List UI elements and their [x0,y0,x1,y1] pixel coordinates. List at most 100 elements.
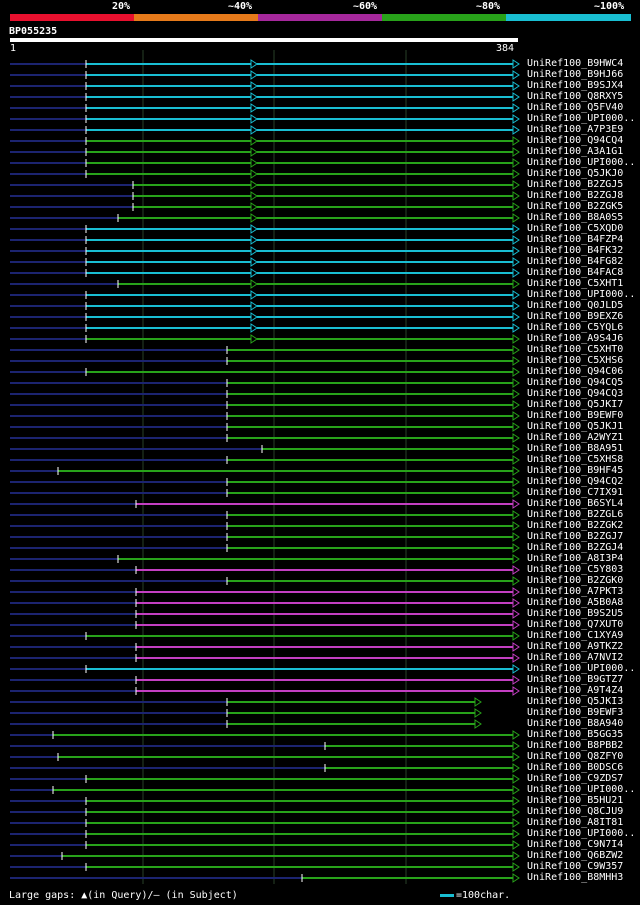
hit-label[interactable]: UniRef100_UPI000.. [527,289,636,300]
hit-label[interactable]: UniRef100_Q8RXY5 [527,91,624,102]
hit-label[interactable]: UniRef100_B9SJX4 [527,80,624,91]
hit-label[interactable]: UniRef100_C5Y803 [527,564,624,575]
hit-label[interactable]: UniRef100_B8PBB2 [527,740,624,751]
hit-label[interactable]: UniRef100_B2ZGK5 [527,201,624,212]
hit-label[interactable]: UniRef100_Q94CQ3 [527,388,624,399]
hit-label[interactable]: UniRef100_A3A1G1 [527,146,624,157]
hit-label[interactable]: UniRef100_Q5JKI7 [527,399,624,410]
hit-label[interactable]: UniRef100_Q94CQ5 [527,377,624,388]
hit-label[interactable]: UniRef100_Q6BZW2 [527,850,624,861]
hit-end-arrow [512,686,520,696]
hit-label[interactable]: UniRef100_B0DSC6 [527,762,624,773]
hit-label[interactable]: UniRef100_Q94C06 [527,366,624,377]
hit-label[interactable]: UniRef100_C9N7I4 [527,839,624,850]
hit-label[interactable]: UniRef100_Q94CQ2 [527,476,624,487]
hit-label[interactable]: UniRef100_B2ZGJ4 [527,542,624,553]
hit-end-arrow [512,488,520,498]
hit-label[interactable]: UniRef100_B9HF45 [527,465,624,476]
hit-label[interactable]: UniRef100_B2ZGL6 [527,509,624,520]
hit-label[interactable]: UniRef100_C5XHS6 [527,355,624,366]
hit-label[interactable]: UniRef100_C1XYA9 [527,630,624,641]
hit-label[interactable]: UniRef100_C5YQL6 [527,322,624,333]
hit-end-arrow [512,730,520,740]
hit-label[interactable]: UniRef100_Q5JKJ1 [527,421,624,432]
hit-label[interactable]: UniRef100_B9EXZ6 [527,311,624,322]
hit-label[interactable]: UniRef100_B2ZGK2 [527,520,624,531]
hit-label[interactable]: UniRef100_B5HU21 [527,795,624,806]
hit-label[interactable]: UniRef100_B2ZGJ7 [527,531,624,542]
hit-label[interactable]: UniRef100_Q5JKJ0 [527,168,624,179]
hit-end-arrow [512,829,520,839]
hit-label[interactable]: UniRef100_C5XHS8 [527,454,624,465]
hit-end-arrow [512,741,520,751]
hit-label[interactable]: UniRef100_A7PKT3 [527,586,624,597]
hit-end-arrow [512,455,520,465]
hit-label[interactable]: UniRef100_A7NVI2 [527,652,624,663]
hit-label[interactable]: UniRef100_C5XHT1 [527,278,624,289]
hit-label[interactable]: UniRef100_A8IT81 [527,817,624,828]
hit-label[interactable]: UniRef100_A7P3E9 [527,124,624,135]
hit-end-arrow [474,708,482,718]
hit-label[interactable]: UniRef100_UPI000.. [527,784,636,795]
hit-label[interactable]: UniRef100_A9TKZ2 [527,641,624,652]
hit-label[interactable]: UniRef100_C7IX91 [527,487,624,498]
hit-label[interactable]: UniRef100_Q5FV40 [527,102,624,113]
hit-label[interactable]: UniRef100_B2ZGK0 [527,575,624,586]
hit-label[interactable]: UniRef100_A2WYZ1 [527,432,624,443]
hit-end-arrow [512,345,520,355]
hit-label[interactable]: UniRef100_Q94CQ4 [527,135,624,146]
hit-label[interactable]: UniRef100_Q8ZFY0 [527,751,624,762]
query-id: BP055235 [9,26,58,37]
hit-end-arrow [474,719,482,729]
hit-label[interactable]: UniRef100_Q5JKI3 [527,696,624,707]
hit-segment-arrow [250,268,258,278]
hit-label[interactable]: UniRef100_Q0JLD5 [527,300,624,311]
hit-segment-arrow [250,59,258,69]
legend-segment-20 [10,14,134,21]
hit-end-arrow [512,312,520,322]
hit-label[interactable]: UniRef100_B9HJ66 [527,69,624,80]
hit-label[interactable]: UniRef100_A9T4Z4 [527,685,624,696]
hit-label[interactable]: UniRef100_B4FG82 [527,256,624,267]
hit-label[interactable]: UniRef100_A9S4J6 [527,333,624,344]
legend-segment-40 [134,14,258,21]
hit-label[interactable]: UniRef100_C9ZDS7 [527,773,624,784]
hit-label[interactable]: UniRef100_B9EWF3 [527,707,624,718]
hit-label[interactable]: UniRef100_B2ZGJ5 [527,179,624,190]
hit-label[interactable]: UniRef100_B4FK32 [527,245,624,256]
hit-label[interactable]: UniRef100_A5B0A8 [527,597,624,608]
hit-end-arrow [512,378,520,388]
hit-label[interactable]: UniRef100_B6SYL4 [527,498,624,509]
hit-end-arrow [474,697,482,707]
hit-label[interactable]: UniRef100_C9W357 [527,861,624,872]
hit-label[interactable]: UniRef100_UPI000.. [527,663,636,674]
hit-segment-arrow [250,125,258,135]
hit-label[interactable]: UniRef100_B8MHH3 [527,872,624,883]
hit-label[interactable]: UniRef100_B4FZP4 [527,234,624,245]
hit-label[interactable]: UniRef100_UPI000.. [527,828,636,839]
hit-label[interactable]: UniRef100_A8I3P4 [527,553,624,564]
hit-label[interactable]: UniRef100_B8A0S5 [527,212,624,223]
hit-end-arrow [512,774,520,784]
hit-label[interactable]: UniRef100_C5XHT0 [527,344,624,355]
hit-label[interactable]: UniRef100_B8A940 [527,718,624,729]
hit-label[interactable]: UniRef100_B5GG35 [527,729,624,740]
hit-label[interactable]: UniRef100_Q8CJU9 [527,806,624,817]
hit-segment-arrow [250,334,258,344]
hit-label[interactable]: UniRef100_B8A951 [527,443,624,454]
hit-label[interactable]: UniRef100_B9EWF0 [527,410,624,421]
hit-end-arrow [512,202,520,212]
scale-swatch [440,893,454,897]
hit-label[interactable]: UniRef100_UPI000.. [527,113,636,124]
hit-label[interactable]: UniRef100_B9HWC4 [527,58,624,69]
hit-end-arrow [512,598,520,608]
hit-end-arrow [512,257,520,267]
hit-label[interactable]: UniRef100_C5XQD0 [527,223,624,234]
hit-label[interactable]: UniRef100_Q7XUT0 [527,619,624,630]
hit-label[interactable]: UniRef100_B9S2U5 [527,608,624,619]
hit-label[interactable]: UniRef100_B9GTZ7 [527,674,624,685]
hit-end-arrow [512,620,520,630]
hit-label[interactable]: UniRef100_B4FAC8 [527,267,624,278]
hit-label[interactable]: UniRef100_B2ZGJ8 [527,190,624,201]
hit-label[interactable]: UniRef100_UPI000.. [527,157,636,168]
